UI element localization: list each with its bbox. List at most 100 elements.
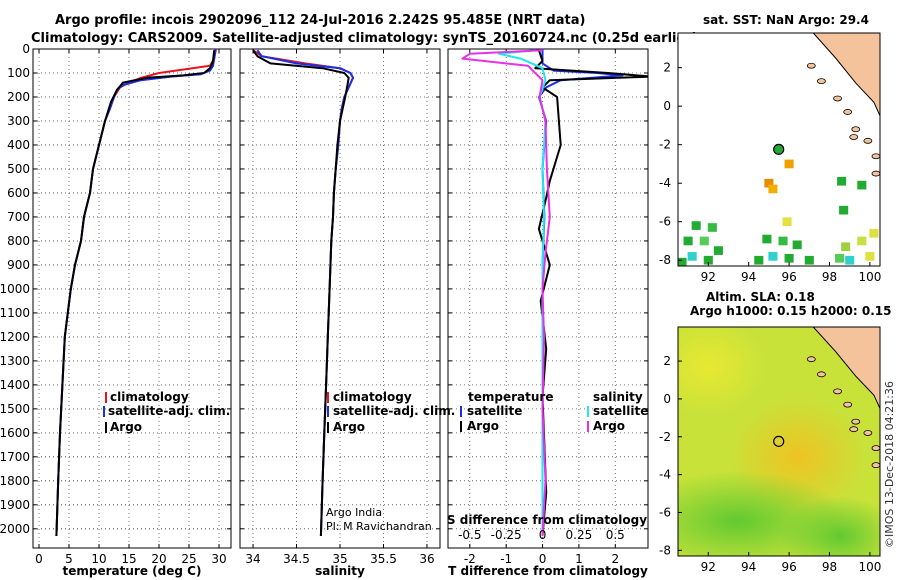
sla-yellow-area (678, 327, 768, 417)
series-group (461, 49, 648, 537)
legend-label: Argo (467, 419, 499, 433)
sst-cell (703, 255, 713, 265)
y-tick-label: 1600 (0, 426, 30, 440)
x-tick-label: 25 (181, 552, 196, 566)
y-tick-label: 2 (663, 61, 671, 75)
legend-title: salinity (593, 390, 643, 404)
x-tick-label: 30 (211, 552, 226, 566)
island (843, 109, 853, 115)
legend-label: Argo (593, 419, 625, 433)
x-tick-label: 98 (822, 270, 837, 284)
sst-cell (865, 252, 875, 261)
x-tick-label: 2 (611, 552, 619, 566)
sla-low-anomaly (780, 496, 880, 556)
sla-map-subtitle: Argo h1000: 0.15 h2000: 0.15 (690, 304, 891, 318)
x-tick-label: 1 (575, 552, 583, 566)
x-tick-label: 34.5 (283, 552, 310, 566)
x-tick-label: 92 (701, 560, 716, 574)
x-tick-label: 100 (858, 560, 881, 574)
series-line-climatology (252, 49, 354, 537)
sst-cell (784, 159, 794, 169)
sst-map-panel: 92 94 96 98 100 2 0 -2 -4 -6 -8 (659, 32, 881, 284)
y-tick-label: 0 (663, 392, 671, 406)
sst-cell (857, 236, 867, 246)
x-tick-label: 98 (822, 560, 837, 574)
y-tick-label: -2 (659, 430, 671, 444)
sst-cell (699, 236, 709, 246)
y-tick-label: 2000 (0, 522, 30, 536)
sst-cell (768, 184, 778, 194)
figure-title-line2: Climatology: CARS2009. Satellite-adjuste… (31, 31, 698, 46)
x2-tick-label: -0.5 (458, 528, 481, 542)
y-tick-label: 900 (7, 258, 30, 272)
island (817, 371, 826, 378)
temperature-panel: 0 5 10 15 20 25 300100200300400500600700800900… (0, 42, 232, 578)
y-tick-label: 0 (22, 42, 30, 56)
x-axis-label: salinity (315, 564, 365, 578)
sst-cell (678, 257, 687, 266)
legend-label: climatology (110, 390, 189, 404)
annotation-line: PI: M Ravichandran (326, 520, 432, 533)
sumatra-land (812, 33, 880, 117)
map-frame (677, 32, 881, 267)
island (817, 78, 826, 85)
y-tick-label: 300 (7, 114, 30, 128)
legend-label: climatology (333, 390, 412, 404)
y-tick-label: 400 (7, 138, 30, 152)
x-tick-label: 20 (151, 552, 166, 566)
y-tick-label: 200 (7, 90, 30, 104)
x-tick-label: 36 (419, 552, 434, 566)
x-tick-label: 92 (701, 270, 716, 284)
series-line-t-satellite (537, 49, 624, 536)
credit-text: ©IMOS 13-Dec-2018 04:21:36 (883, 381, 896, 548)
x-tick-label: 35 (332, 552, 347, 566)
figure-title-line1: Argo profile: incois 2902096_112 24-Jul-… (55, 13, 585, 28)
y-tick-label: 100 (7, 66, 30, 80)
island (871, 462, 880, 469)
x-tick-label: 96 (781, 560, 796, 574)
y-tick-label: -2 (659, 138, 671, 152)
y-tick-label: -8 (659, 253, 671, 267)
difference-panel: -2 -1 0 1 2T difference from climatology S di… (447, 48, 649, 578)
series-line-climatology (55, 49, 217, 537)
y-tick-label: 1900 (0, 498, 30, 512)
x-tick-label: -1 (500, 552, 512, 566)
y-tick-label: 500 (7, 162, 30, 176)
sst-cell (768, 252, 778, 261)
x-tick-label: 96 (781, 270, 796, 284)
y-tick-label: -8 (659, 543, 671, 557)
x-tick-label: 5 (65, 552, 73, 566)
sla-map-panel: 92 94 96 98 100 2 0 -2 -4 -6 -8 (659, 326, 881, 574)
sst-cell (784, 253, 794, 263)
x-tick-label: 94 (741, 560, 756, 574)
series-line-satellite-adj-clim- (55, 49, 217, 537)
legend-label: satellite-adj. clim. (108, 404, 230, 418)
x-tick-label: 0 (539, 552, 547, 566)
legend-title: temperature (468, 390, 553, 404)
island (871, 153, 880, 160)
argo-position-marker (773, 143, 785, 155)
x-tick-label: 100 (858, 270, 881, 284)
x2-tick-label: 0 (539, 528, 547, 542)
annotation-line: Argo India (326, 506, 382, 519)
y-tick-label: 1400 (0, 378, 30, 392)
x2-tick-label: -0.25 (491, 528, 522, 542)
map-frame (677, 326, 881, 557)
island (806, 356, 816, 363)
island (871, 170, 880, 177)
island (863, 137, 873, 144)
sst-cell (804, 255, 814, 265)
sst-cell (782, 217, 792, 227)
x-tick-label: 35.5 (370, 552, 397, 566)
island (851, 418, 861, 425)
x-tick-label: 94 (741, 270, 756, 284)
y-tick-label: 1500 (0, 402, 30, 416)
sst-map-title: sat. SST: NaN Argo: 29.4 (703, 13, 869, 27)
sst-cell (845, 255, 855, 265)
island (863, 430, 873, 436)
y-tick-label: -6 (659, 215, 671, 229)
y-tick-label: -6 (659, 505, 671, 519)
x-tick-label: 10 (91, 552, 106, 566)
y-tick-label: 700 (7, 210, 30, 224)
x-axis-label: T difference from climatology (448, 564, 648, 578)
